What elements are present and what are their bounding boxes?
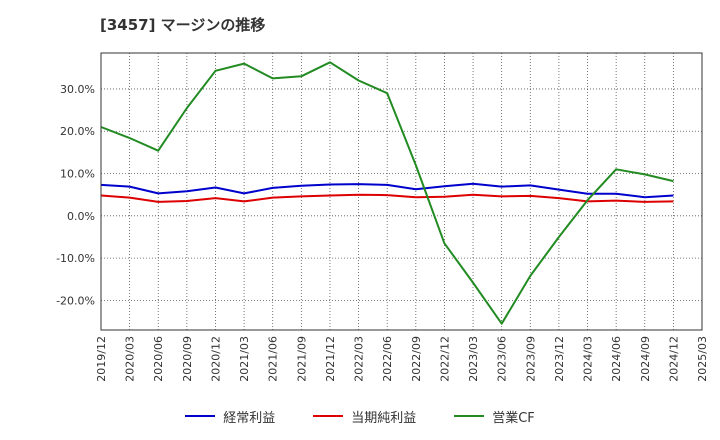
x-tick-label: 2022/03 [353, 336, 366, 382]
y-tick-label: 0.0% [67, 210, 95, 223]
y-tick-label: 20.0% [60, 125, 95, 138]
series-line [100, 182, 674, 199]
x-tick-label: 2021/03 [238, 336, 251, 382]
legend-label: 経常利益 [223, 410, 276, 426]
x-tick-label: 2023/06 [496, 336, 509, 382]
series-line [100, 193, 674, 203]
series-layer [100, 61, 674, 325]
legend-item: 経常利益 [185, 407, 275, 426]
x-tick-label: 2021/12 [324, 336, 337, 382]
y-tick-label: -10.0% [56, 252, 95, 265]
x-tick-label: 2024/03 [582, 336, 595, 382]
x-tick-label: 2020/09 [181, 336, 194, 382]
x-tick-label: 2025/03 [696, 336, 709, 382]
y-tick-label: 10.0% [60, 168, 95, 181]
x-tick-label: 2024/06 [610, 336, 623, 382]
legend-label: 営業CF [492, 410, 535, 426]
x-tick-label: 2022/09 [410, 336, 423, 382]
x-tick-label: 2023/12 [553, 336, 566, 382]
x-tick-label: 2024/09 [639, 336, 652, 382]
x-tick-label: 2020/06 [152, 336, 165, 382]
legend-swatch [454, 415, 485, 417]
x-tick-label: 2019/12 [95, 336, 108, 382]
plot-frame [100, 52, 703, 331]
legend-item: 営業CF [454, 407, 535, 426]
axis-layer: 30.0% 20.0% 10.0% 0.0% -10.0% -20.0% 2019/12 20… [56, 52, 709, 382]
legend: 経常利益 当期純利益 営業CF [0, 404, 720, 428]
x-tick-label: 2021/09 [295, 336, 308, 382]
x-tick-label: 2023/03 [467, 336, 480, 382]
x-tick-label: 2024/12 [667, 336, 680, 382]
x-tick-label: 2020/12 [209, 336, 222, 382]
x-tick-label: 2021/06 [267, 336, 280, 382]
x-tick-label: 2022/12 [438, 336, 451, 382]
y-tick-label: -20.0% [56, 294, 95, 307]
legend-swatch [185, 415, 216, 417]
x-tick-label: 2023/09 [524, 336, 537, 382]
x-tick-label: 2022/06 [381, 336, 394, 382]
series-line [100, 61, 674, 325]
legend-label: 当期純利益 [351, 410, 417, 426]
y-tick-label: 30.0% [60, 83, 95, 96]
chart-title: [3457] マージンの推移 [100, 16, 266, 34]
legend-item: 当期純利益 [313, 407, 416, 426]
x-tick-label: 2020/03 [124, 336, 137, 382]
legend-swatch [313, 415, 344, 417]
